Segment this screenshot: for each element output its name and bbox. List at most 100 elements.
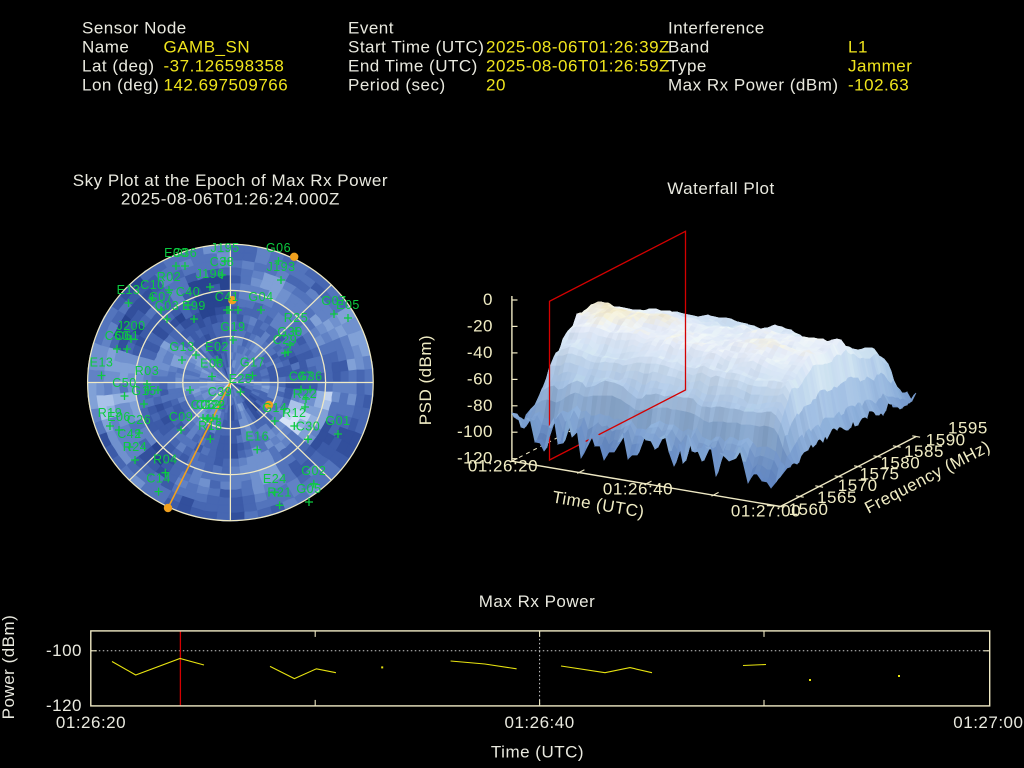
svg-text:R24: R24 [123,440,147,454]
svg-text:Lat (deg): Lat (deg) [82,57,155,76]
svg-text:1575: 1575 [860,464,900,483]
svg-text:R25: R25 [284,311,308,325]
svg-text:C60: C60 [105,329,129,343]
svg-text:C29: C29 [273,333,297,347]
svg-text:R18: R18 [198,419,222,433]
svg-text:Band: Band [668,38,710,57]
svg-text:Interference: Interference [668,19,765,38]
svg-text:-80: -80 [467,396,493,415]
svg-text:01:26:40: 01:26:40 [505,713,575,732]
svg-text:GAMB_SN: GAMB_SN [164,38,251,57]
svg-text:R21: R21 [267,485,291,499]
svg-text:Power (dBm): Power (dBm) [0,615,18,720]
svg-text:1590: 1590 [926,430,966,449]
svg-text:G19: G19 [220,320,245,334]
svg-text:E08: E08 [200,357,224,371]
svg-text:-100: -100 [457,422,493,441]
svg-text:1570: 1570 [838,476,878,495]
svg-text:0: 0 [483,290,493,309]
svg-text:Period (sec): Period (sec) [348,76,446,95]
svg-text:-20: -20 [467,316,493,335]
svg-text:G22: G22 [200,398,225,412]
svg-text:E05: E05 [336,298,360,312]
svg-text:2025-08-06T01:26:39Z: 2025-08-06T01:26:39Z [486,38,670,57]
svg-text:C30: C30 [296,419,320,433]
svg-text:Start Time (UTC): Start Time (UTC) [348,38,484,57]
svg-text:PSD (dBm): PSD (dBm) [416,335,435,425]
svg-text:Type: Type [668,57,707,76]
svg-text:Time (UTC): Time (UTC) [491,743,584,762]
svg-text:E24: E24 [263,472,287,486]
svg-text:20: 20 [486,76,506,95]
svg-text:J195: J195 [210,241,239,255]
svg-text:C10: C10 [140,278,164,292]
svg-text:C09: C09 [169,410,193,424]
svg-text:2025-08-06T01:26:24.000Z: 2025-08-06T01:26:24.000Z [121,190,340,209]
svg-text:01:26:20: 01:26:20 [468,457,538,476]
svg-text:C12: C12 [196,398,220,412]
svg-text:1595: 1595 [948,419,988,438]
svg-text:E99: E99 [182,299,206,313]
svg-text:01:27:00: 01:27:00 [731,502,801,521]
svg-text:R22: R22 [293,387,317,401]
svg-text:Max Rx Power (dBm): Max Rx Power (dBm) [668,76,839,95]
svg-text:C38: C38 [210,255,234,269]
svg-text:C42: C42 [117,427,141,441]
svg-text:Waterfall Plot: Waterfall Plot [667,179,774,198]
svg-text:E02: E02 [205,340,229,354]
svg-text:End Time (UTC): End Time (UTC) [348,57,478,76]
svg-text:E30: E30 [164,246,188,260]
svg-text:R12: R12 [282,406,306,420]
svg-text:C03: C03 [155,299,179,313]
svg-text:1580: 1580 [880,454,920,473]
svg-text:-120: -120 [46,696,82,715]
svg-text:Sensor Node: Sensor Node [82,19,187,38]
svg-text:R03: R03 [135,364,159,378]
svg-text:J196: J196 [195,267,224,281]
svg-text:-37.126598358: -37.126598358 [164,57,285,76]
svg-text:C07: C07 [149,290,173,304]
svg-text:Lon (deg): Lon (deg) [82,76,159,95]
svg-text:L1: L1 [848,38,868,57]
svg-text:Max Rx Power: Max Rx Power [479,592,596,611]
svg-text:G36: G36 [297,370,322,384]
svg-text:1585: 1585 [904,442,944,461]
svg-text:2025-08-06T01:26:59Z: 2025-08-06T01:26:59Z [486,57,670,76]
svg-text:01:26:20: 01:26:20 [56,713,126,732]
svg-text:E25: E25 [229,372,253,386]
svg-text:1565: 1565 [817,488,857,507]
svg-text:01:27:00: 01:27:00 [953,713,1023,732]
svg-text:C61: C61 [115,329,139,343]
svg-text:E16: E16 [245,430,269,444]
svg-text:C06: C06 [191,398,215,412]
svg-text:C47: C47 [289,370,313,384]
svg-text:C39: C39 [208,385,232,399]
svg-text:Sky Plot at the Epoch of Max R: Sky Plot at the Epoch of Max Rx Power [73,171,388,190]
svg-text:J200: J200 [116,319,145,333]
svg-text:Jammer: Jammer [848,57,912,76]
svg-text:G14: G14 [262,401,287,415]
svg-text:E13: E13 [117,283,141,297]
svg-text:G01: G01 [325,414,350,428]
svg-text:G13: G13 [169,340,194,354]
svg-text:E06: E06 [107,410,131,424]
svg-text:R02: R02 [157,270,181,284]
svg-text:G05: G05 [296,482,321,496]
svg-text:G02: G02 [301,464,326,478]
svg-text:C40: C40 [176,285,200,299]
svg-text:1560: 1560 [789,500,829,519]
svg-text:C50: C50 [112,376,136,390]
svg-text:C14: C14 [146,472,170,486]
svg-text:-100: -100 [46,641,82,660]
svg-text:R19: R19 [98,406,122,420]
svg-text:-40: -40 [467,343,493,362]
svg-text:C26: C26 [127,413,151,427]
svg-text:C41: C41 [215,290,239,304]
svg-text:G15: G15 [131,384,156,398]
svg-text:-102.63: -102.63 [848,76,909,95]
svg-text:E13: E13 [90,356,114,370]
svg-text:J193: J193 [266,260,295,274]
svg-text:G07: G07 [321,294,346,308]
svg-text:G17: G17 [240,356,265,370]
svg-text:-120: -120 [457,449,493,468]
